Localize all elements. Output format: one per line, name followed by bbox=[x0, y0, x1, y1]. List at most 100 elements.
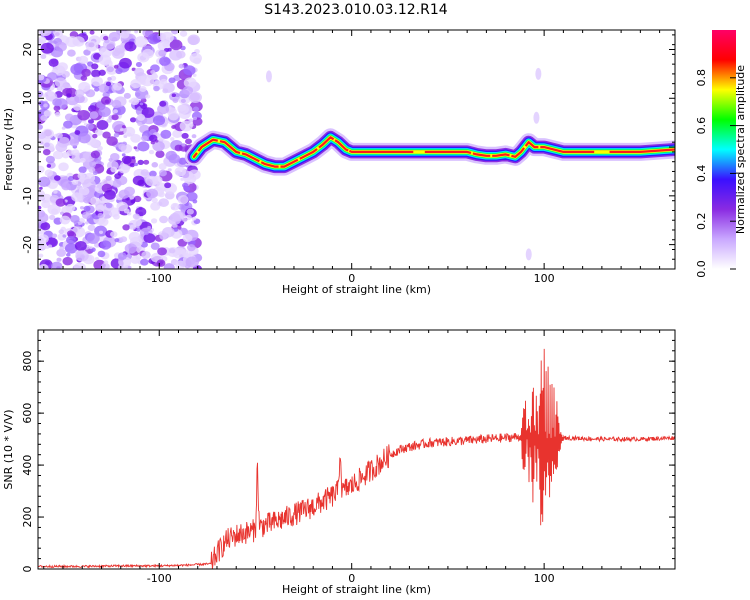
noise-speckle bbox=[91, 76, 103, 87]
noise-speckle bbox=[78, 55, 89, 64]
noise-speckle bbox=[180, 98, 186, 103]
noise-speckle bbox=[163, 263, 175, 269]
noise-speckle bbox=[43, 100, 48, 105]
noise-speckle bbox=[61, 182, 71, 191]
noise-speckle bbox=[162, 226, 175, 238]
noise-speckle bbox=[120, 236, 128, 243]
noise-speckle bbox=[111, 99, 122, 109]
faint-blob bbox=[265, 70, 272, 83]
snr-x-axis-label: Height of straight line (km) bbox=[282, 583, 431, 596]
noise-speckle bbox=[105, 175, 112, 181]
noise-speckle bbox=[93, 52, 102, 60]
noise-speckle bbox=[43, 103, 48, 108]
noise-speckle bbox=[97, 250, 106, 258]
noise-speckle bbox=[123, 126, 136, 137]
noise-speckle bbox=[121, 153, 126, 157]
noise-speckle bbox=[41, 200, 51, 209]
spectrogram-y-tick-label: 10 bbox=[21, 91, 34, 105]
noise-speckle bbox=[74, 94, 85, 104]
noise-speckle bbox=[180, 177, 185, 181]
noise-speckle bbox=[100, 96, 112, 105]
noise-speckle bbox=[106, 169, 112, 175]
faint-blob bbox=[535, 67, 542, 80]
noise-speckle bbox=[52, 65, 66, 76]
spectrogram-x-tick-label: 0 bbox=[348, 272, 355, 285]
noise-speckle bbox=[155, 150, 165, 159]
noise-speckle bbox=[55, 198, 66, 207]
noise-speckle bbox=[105, 202, 113, 209]
noise-speckle bbox=[130, 97, 140, 106]
noise-speckle bbox=[136, 227, 141, 232]
noise-speckle bbox=[123, 92, 131, 99]
noise-speckle bbox=[86, 233, 100, 244]
noise-speckle bbox=[78, 186, 90, 196]
noise-speckle bbox=[182, 233, 193, 243]
noise-speckle bbox=[119, 128, 124, 132]
noise-speckle bbox=[158, 49, 167, 57]
snr-panel: -100 0 100 0 200 400 600 800 Height of straight… bbox=[2, 329, 676, 596]
noise-speckle bbox=[102, 131, 111, 139]
noise-speckle bbox=[43, 110, 52, 117]
noise-speckle bbox=[66, 235, 76, 245]
noise-speckle bbox=[50, 47, 64, 58]
noise-speckle bbox=[71, 149, 80, 156]
noise-speckle bbox=[91, 69, 101, 78]
snr-series-line bbox=[38, 348, 675, 569]
noise-speckle bbox=[131, 156, 136, 160]
noise-speckle bbox=[113, 132, 120, 138]
noise-speckle bbox=[133, 146, 138, 150]
noise-speckle bbox=[188, 169, 201, 180]
noise-speckle bbox=[115, 68, 123, 75]
noise-speckle bbox=[98, 83, 110, 93]
noise-speckle bbox=[38, 36, 47, 44]
noise-speckle bbox=[59, 246, 65, 251]
ridge-band bbox=[192, 136, 675, 168]
noise-speckle bbox=[159, 215, 169, 224]
noise-speckle bbox=[89, 30, 95, 35]
noise-speckle bbox=[91, 63, 99, 70]
noise-speckle bbox=[179, 120, 193, 132]
noise-speckle bbox=[102, 39, 116, 50]
snr-x-tick-label: 0 bbox=[348, 572, 355, 585]
noise-speckle bbox=[187, 36, 199, 46]
noise-speckle bbox=[137, 159, 144, 165]
noise-speckle bbox=[44, 169, 54, 177]
noise-speckle bbox=[114, 173, 122, 180]
noise-speckle bbox=[53, 175, 61, 181]
noise-speckle bbox=[168, 153, 181, 164]
noise-speckle bbox=[58, 136, 70, 146]
noise-speckle bbox=[67, 176, 75, 182]
noise-speckle bbox=[38, 234, 49, 244]
noise-speckle bbox=[129, 162, 135, 168]
noise-speckle bbox=[40, 42, 54, 54]
noise-speckle bbox=[130, 255, 141, 264]
spectrogram-y-tick-label: -10 bbox=[21, 187, 34, 205]
noise-speckle bbox=[79, 206, 85, 210]
noise-speckle bbox=[69, 96, 75, 101]
noise-speckle bbox=[117, 252, 127, 260]
snr-y-axis-label: SNR (10 * V/V) bbox=[2, 409, 15, 489]
noise-speckle bbox=[113, 64, 119, 69]
noise-speckle bbox=[75, 89, 85, 97]
noise-speckle bbox=[65, 36, 79, 48]
noise-speckle bbox=[186, 208, 194, 215]
noise-speckle bbox=[105, 81, 112, 87]
noise-speckle bbox=[83, 49, 91, 56]
noise-speckle bbox=[51, 261, 63, 269]
noise-speckle bbox=[164, 182, 172, 189]
noise-speckle bbox=[134, 36, 148, 48]
noise-speckle bbox=[54, 77, 67, 88]
noise-speckle bbox=[124, 41, 137, 52]
noise-speckle bbox=[121, 155, 132, 164]
noise-speckle bbox=[151, 162, 159, 168]
noise-speckle bbox=[110, 231, 118, 238]
noise-speckle bbox=[150, 218, 158, 224]
noise-speckle bbox=[181, 143, 186, 147]
noise-speckle bbox=[101, 262, 110, 269]
noise-speckle bbox=[77, 221, 83, 225]
noise-speckle bbox=[49, 214, 56, 221]
noise-speckle bbox=[66, 93, 72, 98]
noise-speckle bbox=[67, 230, 75, 237]
